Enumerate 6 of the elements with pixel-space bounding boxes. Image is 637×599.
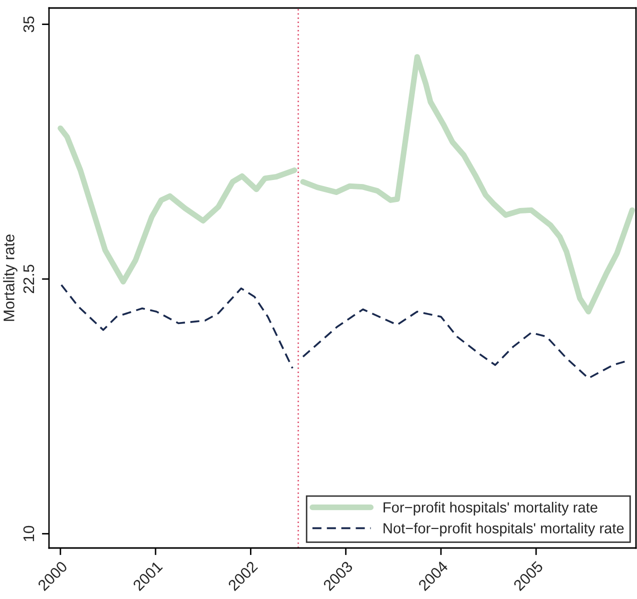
y-tick-label: 22.5 xyxy=(23,264,34,294)
y-tick-label: 35 xyxy=(23,16,34,32)
y-tick-label: 10 xyxy=(23,526,34,542)
legend-label: Not−for−profit hospitals' mortality rate xyxy=(384,522,624,536)
legend-label: For−profit hospitals' mortality rate xyxy=(384,502,598,516)
y-axis-title: Mortality rate xyxy=(3,234,18,321)
